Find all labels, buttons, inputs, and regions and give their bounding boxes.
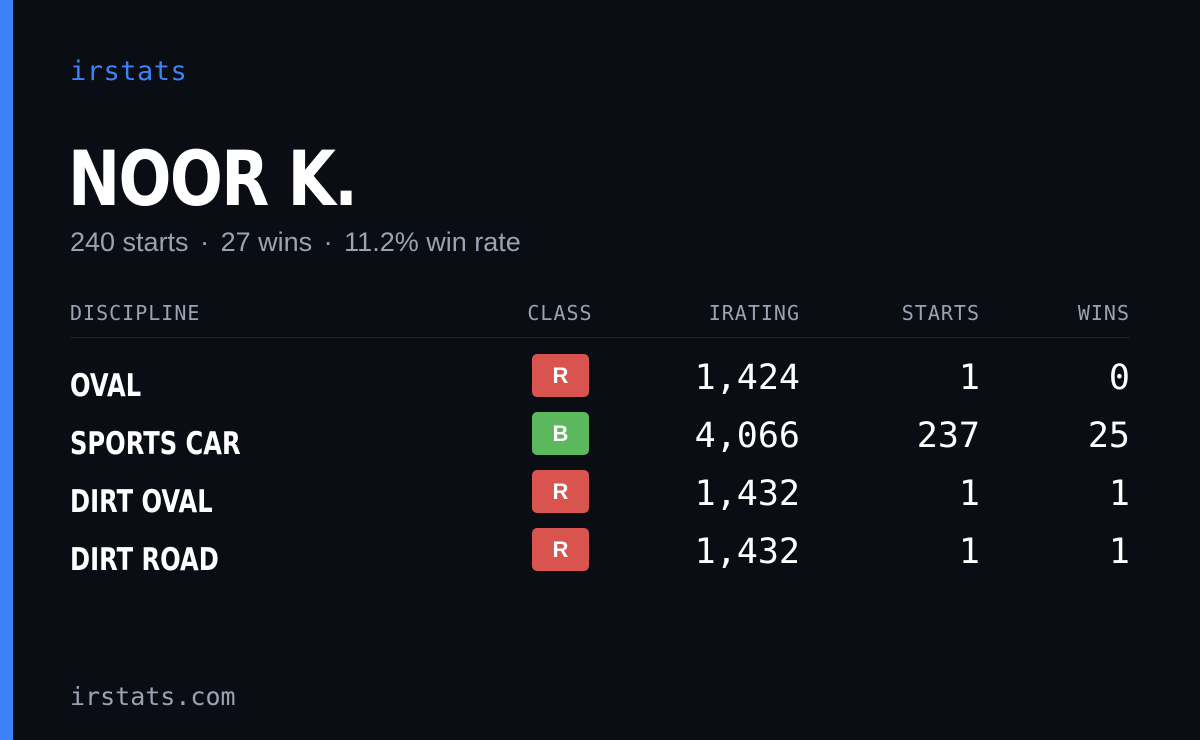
summary-separator: · (323, 227, 333, 257)
header-wins: WINS (1077, 301, 1130, 325)
accent-bar (0, 0, 13, 740)
discipline-name: SPORTS CAR (70, 426, 241, 462)
starts-value: 1 (958, 474, 980, 514)
irating-value: 1,424 (694, 358, 800, 398)
wins-value: 1 (1108, 532, 1130, 572)
table-row: DIRT OVAL R 1,432 1 1 (70, 470, 1130, 528)
driver-summary: 240 starts · 27 wins · 11.2% win rate (70, 227, 521, 258)
win-rate-summary: 11.2% win rate (344, 227, 521, 257)
discipline-name: OVAL (70, 368, 142, 404)
summary-separator: · (200, 227, 210, 257)
footer-url: irstats.com (70, 682, 236, 711)
wins-value: 1 (1108, 474, 1130, 514)
class-badge: R (532, 354, 589, 397)
table-row: SPORTS CAR B 4,066 237 25 (70, 412, 1130, 470)
starts-value: 237 (916, 416, 980, 456)
class-badge: R (532, 528, 589, 571)
starts-value: 1 (958, 532, 980, 572)
starts-summary: 240 starts (70, 227, 189, 257)
stats-table: DISCIPLINE CLASS IRATING STARTS WINS OVA… (70, 300, 1130, 586)
irating-value: 1,432 (694, 474, 800, 514)
header-irating: IRATING (708, 301, 800, 325)
table-row: DIRT ROAD R 1,432 1 1 (70, 528, 1130, 586)
irating-value: 1,432 (694, 532, 800, 572)
header-discipline: DISCIPLINE (70, 301, 201, 325)
brand-logo: irstats (70, 56, 188, 87)
wins-summary: 27 wins (220, 227, 313, 257)
irating-value: 4,066 (694, 416, 800, 456)
starts-value: 1 (958, 358, 980, 398)
header-starts: STARTS (901, 301, 980, 325)
table-header: DISCIPLINE CLASS IRATING STARTS WINS (70, 300, 1130, 338)
table-row: OVAL R 1,424 1 0 (70, 354, 1130, 412)
table-body: OVAL R 1,424 1 0 SPORTS CAR B 4,066 237 … (70, 354, 1130, 586)
wins-value: 25 (1087, 416, 1130, 456)
wins-value: 0 (1108, 358, 1130, 398)
discipline-name: DIRT ROAD (70, 542, 219, 578)
class-badge: B (532, 412, 589, 455)
header-class: CLASS (527, 301, 593, 325)
driver-name: NOOR K. (68, 134, 358, 223)
class-badge: R (532, 470, 589, 513)
discipline-name: DIRT OVAL (70, 484, 213, 520)
